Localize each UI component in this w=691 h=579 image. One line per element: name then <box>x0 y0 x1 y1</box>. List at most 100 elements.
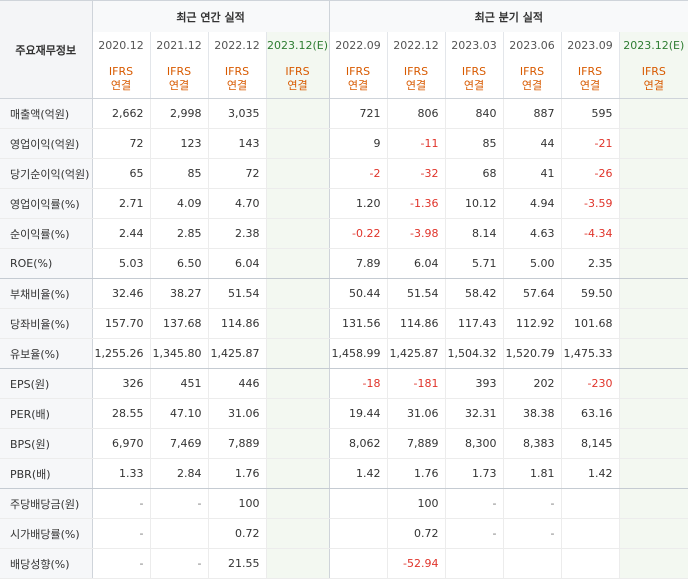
annual-value-cell: 1,425.87 <box>207 338 266 369</box>
quarterly-value-cell: 8,145 <box>560 428 620 459</box>
estimate-period-label: 2023.12(E) <box>623 39 685 52</box>
annual-value-cell: 2.71 <box>91 188 150 219</box>
annual-value-cell: 7,469 <box>149 428 208 459</box>
row-label: BPS(원) <box>0 428 93 459</box>
row-label: 당좌비율(%) <box>0 308 93 339</box>
table-row: 유보율(%) 1,255.26 1,345.80 1,425.87 1,458.99 1,… <box>0 338 689 369</box>
quarterly-value-cell: 1,425.87 <box>386 338 446 369</box>
annual-value-cell: 2,662 <box>91 98 150 129</box>
quarterly-value-cell: 85 <box>444 128 504 159</box>
ifrs-line2: 연결 <box>347 78 369 92</box>
quarterly-value-cell: 41 <box>502 158 562 189</box>
annual-value-cell: - <box>91 548 150 579</box>
annual-value-cell <box>265 368 330 399</box>
annual-value-cell: 3,035 <box>207 98 266 129</box>
quarterly-value-cell: 1,520.79 <box>502 338 562 369</box>
annual-value-cell: - <box>149 488 208 519</box>
quarterly-value-cell: 44 <box>502 128 562 159</box>
quarterly-value-cell <box>560 488 620 519</box>
ifrs-line1: IFRS <box>224 64 250 78</box>
quarterly-value-cell: -18 <box>328 368 388 399</box>
quarterly-value-cell <box>618 518 689 549</box>
quarterly-value-cell: 1.20 <box>328 188 388 219</box>
annual-value-cell: 4.70 <box>207 188 266 219</box>
annual-value-cell: 114.86 <box>207 308 266 339</box>
quarterly-value-cell: 117.43 <box>444 308 504 339</box>
quarterly-value-cell: 8.14 <box>444 218 504 249</box>
annual-period-header: 2021.12 <box>149 32 208 59</box>
quarterly-value-cell: 114.86 <box>386 308 446 339</box>
annual-value-cell: 31.06 <box>207 398 266 429</box>
annual-value-cell <box>265 158 330 189</box>
quarterly-value-cell: 32.31 <box>444 398 504 429</box>
annual-value-cell <box>265 428 330 459</box>
table-row: 배당성향(%) - -21.55 -52.94 <box>0 548 689 579</box>
row-label: 유보율(%) <box>0 338 93 369</box>
ifrs-consolidated-label: IFRS 연결 <box>502 59 562 99</box>
row-label: 주당배당금(원) <box>0 488 93 519</box>
quarterly-value-cell <box>618 188 689 219</box>
quarterly-period-header: 2023.09 <box>560 32 620 59</box>
quarterly-value-cell: - <box>502 488 562 519</box>
quarterly-value-cell: 131.56 <box>328 308 388 339</box>
annual-period-header: 2022.12 <box>207 32 266 59</box>
quarterly-value-cell <box>618 428 689 459</box>
annual-value-cell: 1,345.80 <box>149 338 208 369</box>
annual-value-cell <box>265 338 330 369</box>
quarterly-value-cell: 57.64 <box>502 278 562 309</box>
ifrs-line2: 연결 <box>287 78 308 92</box>
quarterly-value-cell: 1.81 <box>502 458 562 489</box>
quarterly-value-cell <box>618 248 689 279</box>
annual-value-cell <box>265 248 330 279</box>
quarterly-period-header: 2023.12(E) <box>618 32 689 59</box>
quarterly-value-cell: 68 <box>444 158 504 189</box>
annual-value-cell: 2.84 <box>149 458 208 489</box>
table-row: 영업이익(억원) 72 123 143 9 -11 85 44 -21 <box>0 128 689 159</box>
annual-value-cell: 446 <box>207 368 266 399</box>
ifrs-consolidated-label: IFRS 연결 <box>444 59 504 99</box>
quarterly-value-cell: 50.44 <box>328 278 388 309</box>
row-label: 영업이익(억원) <box>0 128 93 159</box>
quarterly-value-cell: -1.36 <box>386 188 446 219</box>
annual-value-cell <box>265 128 330 159</box>
annual-value-cell: 1,255.26 <box>91 338 150 369</box>
quarterly-value-cell: -2 <box>328 158 388 189</box>
quarterly-value-cell: 1.73 <box>444 458 504 489</box>
quarterly-value-cell: -21 <box>560 128 620 159</box>
annual-value-cell: 6.04 <box>207 248 266 279</box>
quarterly-value-cell <box>618 338 689 369</box>
quarterly-value-cell: 19.44 <box>328 398 388 429</box>
annual-value-cell <box>149 518 208 549</box>
quarterly-value-cell: 1.76 <box>386 458 446 489</box>
quarterly-value-cell: 7.89 <box>328 248 388 279</box>
table-row: 매출액(억원) 2,662 2,998 3,035 721 806 840 887 595 <box>0 98 689 129</box>
annual-value-cell: 2.38 <box>207 218 266 249</box>
table-row: 영업이익률(%) 2.71 4.09 4.70 1.20 -1.36 10.12 4.94 -3… <box>0 188 689 219</box>
annual-value-cell: 85 <box>149 158 208 189</box>
annual-value-cell <box>265 98 330 129</box>
corner-label: 주요재무정보 <box>0 0 92 99</box>
annual-value-cell: 72 <box>207 158 266 189</box>
table-row: PER(배) 28.55 47.10 31.06 19.44 31.06 32.31 38.3… <box>0 398 689 429</box>
quarterly-value-cell: 595 <box>560 98 620 129</box>
annual-value-cell: 4.09 <box>149 188 208 219</box>
annual-group-title: 최근 연간 실적 <box>91 0 330 32</box>
row-label: 시가배당률(%) <box>0 518 93 549</box>
quarterly-value-cell: 58.42 <box>444 278 504 309</box>
table-row: 순이익률(%) 2.44 2.85 2.38 -0.22 -3.98 8.14 4.63 -4.… <box>0 218 689 249</box>
annual-value-cell: 100 <box>207 488 266 519</box>
quarterly-value-cell: 4.94 <box>502 188 562 219</box>
ifrs-line1: IFRS <box>285 64 310 78</box>
quarterly-value-cell <box>618 158 689 189</box>
quarterly-value-cell <box>328 518 388 549</box>
ifrs-line2: 연결 <box>463 78 485 92</box>
quarterly-value-cell <box>618 308 689 339</box>
ifrs-line2: 연결 <box>579 78 601 92</box>
ifrs-line1: IFRS <box>577 64 603 78</box>
quarterly-value-cell: 6.04 <box>386 248 446 279</box>
ifrs-line2: 연결 <box>405 78 427 92</box>
quarterly-value-cell: 202 <box>502 368 562 399</box>
quarterly-value-cell: 8,062 <box>328 428 388 459</box>
annual-value-cell: 21.55 <box>207 548 266 579</box>
quarterly-value-cell: -26 <box>560 158 620 189</box>
